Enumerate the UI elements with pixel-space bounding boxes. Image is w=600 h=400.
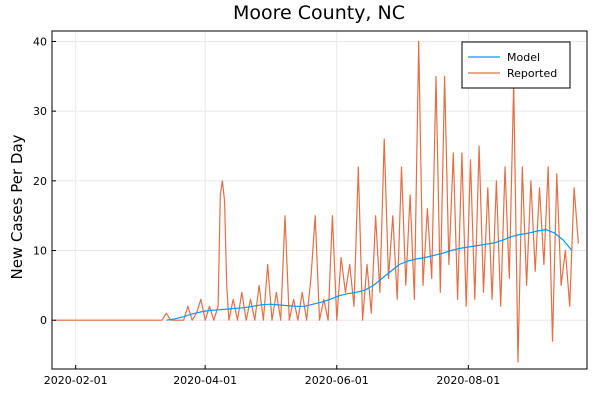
legend-label-model: Model xyxy=(507,51,540,64)
y-tick-label: 40 xyxy=(33,35,47,48)
y-tick-label: 10 xyxy=(33,245,47,258)
chart-title: Moore County, NC xyxy=(233,2,405,24)
series-line-model xyxy=(166,229,573,321)
x-tick-label: 2020-04-01 xyxy=(173,374,237,387)
series-line-reported xyxy=(54,40,579,363)
ticks: 2020-02-01 2020-04-01 2020-06-01 2020-08-01… xyxy=(33,35,500,387)
y-tick-label: 30 xyxy=(33,105,47,118)
x-tick-label: 2020-02-01 xyxy=(44,374,108,387)
legend: Model Reported xyxy=(461,41,571,89)
y-tick-label: 20 xyxy=(33,175,47,188)
y-tick-label: 0 xyxy=(40,314,47,327)
series-layer xyxy=(54,40,579,363)
x-tick-label: 2020-08-01 xyxy=(436,374,500,387)
legend-box xyxy=(461,41,571,89)
legend-label-reported: Reported xyxy=(507,67,557,80)
x-tick-label: 2020-06-01 xyxy=(305,374,369,387)
plot-frame xyxy=(51,30,588,370)
y-axis-label: New Cases Per Day xyxy=(8,134,26,279)
